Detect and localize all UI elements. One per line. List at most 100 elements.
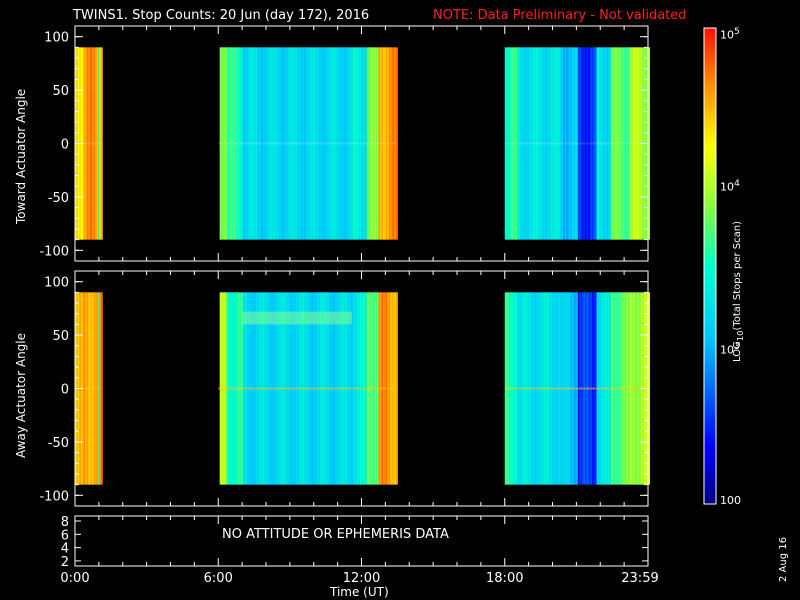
heatmap-column: [328, 47, 331, 240]
heatmap-column: [324, 47, 327, 240]
heatmap-column: [231, 47, 234, 240]
heatmap-column: [246, 47, 249, 240]
heatmap-column: [390, 47, 393, 240]
heatmap-column: [85, 47, 88, 240]
heatmap-column: [354, 47, 357, 240]
heatmap-column: [319, 47, 322, 240]
heatmap-column: [632, 47, 635, 240]
heatmap-column: [527, 47, 530, 240]
heatmap-column: [587, 47, 590, 240]
heatmap-column: [630, 47, 633, 240]
colorbar-tick-label: 104: [720, 178, 740, 194]
heatmap-column: [226, 47, 229, 240]
heatmap-column: [360, 47, 363, 240]
heatmap-column: [311, 47, 314, 240]
heatmap-column: [272, 47, 275, 240]
heatmap-column: [347, 47, 350, 240]
heatmap-column: [265, 47, 268, 240]
heatmap-column: [391, 47, 394, 240]
y-tick-label: 50: [52, 84, 69, 99]
zero-angle-band: [75, 387, 102, 390]
zero-angle-band: [218, 387, 398, 390]
heatmap-column: [521, 47, 524, 240]
heatmap-column: [314, 47, 317, 240]
heatmap-column: [393, 47, 396, 240]
heatmap-column: [248, 47, 251, 240]
heatmap-column: [344, 47, 347, 240]
attitude-y-tick-label: 6: [61, 528, 69, 543]
heatmap-column: [506, 47, 509, 240]
heatmap-column: [626, 47, 629, 240]
heatmap-column: [637, 47, 640, 240]
heatmap-column: [596, 47, 599, 240]
heatmap-column: [625, 47, 628, 240]
heatmap-column: [228, 47, 231, 240]
heatmap-column: [589, 47, 592, 240]
heatmap-column: [242, 47, 245, 240]
heatmap-column: [238, 47, 241, 240]
heatmap-column: [612, 47, 615, 240]
heatmap-column: [582, 47, 585, 240]
y-tick-label: 100: [44, 276, 69, 291]
colorbar: [703, 27, 717, 505]
zero-angle-band: [504, 142, 648, 145]
heatmap-column: [295, 47, 298, 240]
zero-angle-band: [218, 142, 398, 145]
heatmap-column: [287, 47, 290, 240]
heatmap-column: [560, 47, 563, 240]
y-tick-label: 50: [52, 329, 69, 344]
heatmap-column: [648, 47, 651, 240]
heatmap-column: [605, 47, 608, 240]
heatmap-column: [223, 47, 227, 240]
heatmap-column: [381, 47, 384, 240]
heatmap-column: [229, 47, 232, 240]
heatmap-column: [244, 47, 247, 240]
heatmap-column: [96, 47, 99, 240]
heatmap-column: [254, 47, 257, 240]
heatmap-column: [245, 47, 248, 240]
heatmap-column: [337, 47, 340, 240]
heatmap-column: [89, 47, 92, 240]
heatmap-column: [610, 47, 613, 240]
heatmap-column: [593, 47, 596, 240]
heatmap-column: [633, 47, 636, 240]
heatmap-column: [523, 47, 526, 240]
heatmap-column: [615, 47, 618, 240]
heatmap-column: [564, 47, 567, 240]
preliminary-note: NOTE: Data Preliminary - Not validated: [433, 8, 687, 23]
heatmap-column: [516, 47, 519, 240]
no-attitude-message: NO ATTITUDE OR EPHEMERIS DATA: [222, 527, 449, 542]
attitude-y-tick-label: 8: [61, 515, 69, 530]
heatmap-column: [375, 47, 378, 240]
heatmap-column: [613, 47, 616, 240]
heatmap-column: [357, 47, 360, 240]
heatmap-column: [597, 47, 600, 240]
heatmap-column: [345, 47, 348, 240]
heatmap-column: [526, 47, 529, 240]
heatmap-column: [627, 47, 630, 240]
heatmap-column: [282, 47, 285, 240]
heatmap-column: [583, 47, 586, 240]
heatmap-column: [524, 47, 527, 240]
x-tick-label: 6:00: [204, 571, 233, 586]
heatmap-column: [617, 47, 620, 240]
heatmap-column: [388, 47, 391, 240]
heatmap-column: [274, 47, 277, 240]
x-tick-label: 23:59: [621, 571, 658, 586]
heatmap-column: [616, 47, 619, 240]
heatmap-column: [552, 47, 555, 240]
heatmap-column: [514, 47, 517, 240]
heatmap-column: [603, 47, 606, 240]
heatmap-column: [275, 47, 278, 240]
heatmap-column: [577, 47, 580, 240]
heatmap-column: [82, 47, 85, 240]
heatmap-column: [536, 47, 539, 240]
heatmap-column: [635, 47, 638, 240]
heatmap-column: [586, 47, 589, 240]
heatmap-column: [573, 47, 576, 240]
heatmap-column: [592, 47, 595, 240]
heatmap-column: [100, 292, 103, 485]
attitude-y-tick-label: 2: [61, 555, 69, 570]
x-axis-label: Time (UT): [330, 585, 389, 599]
